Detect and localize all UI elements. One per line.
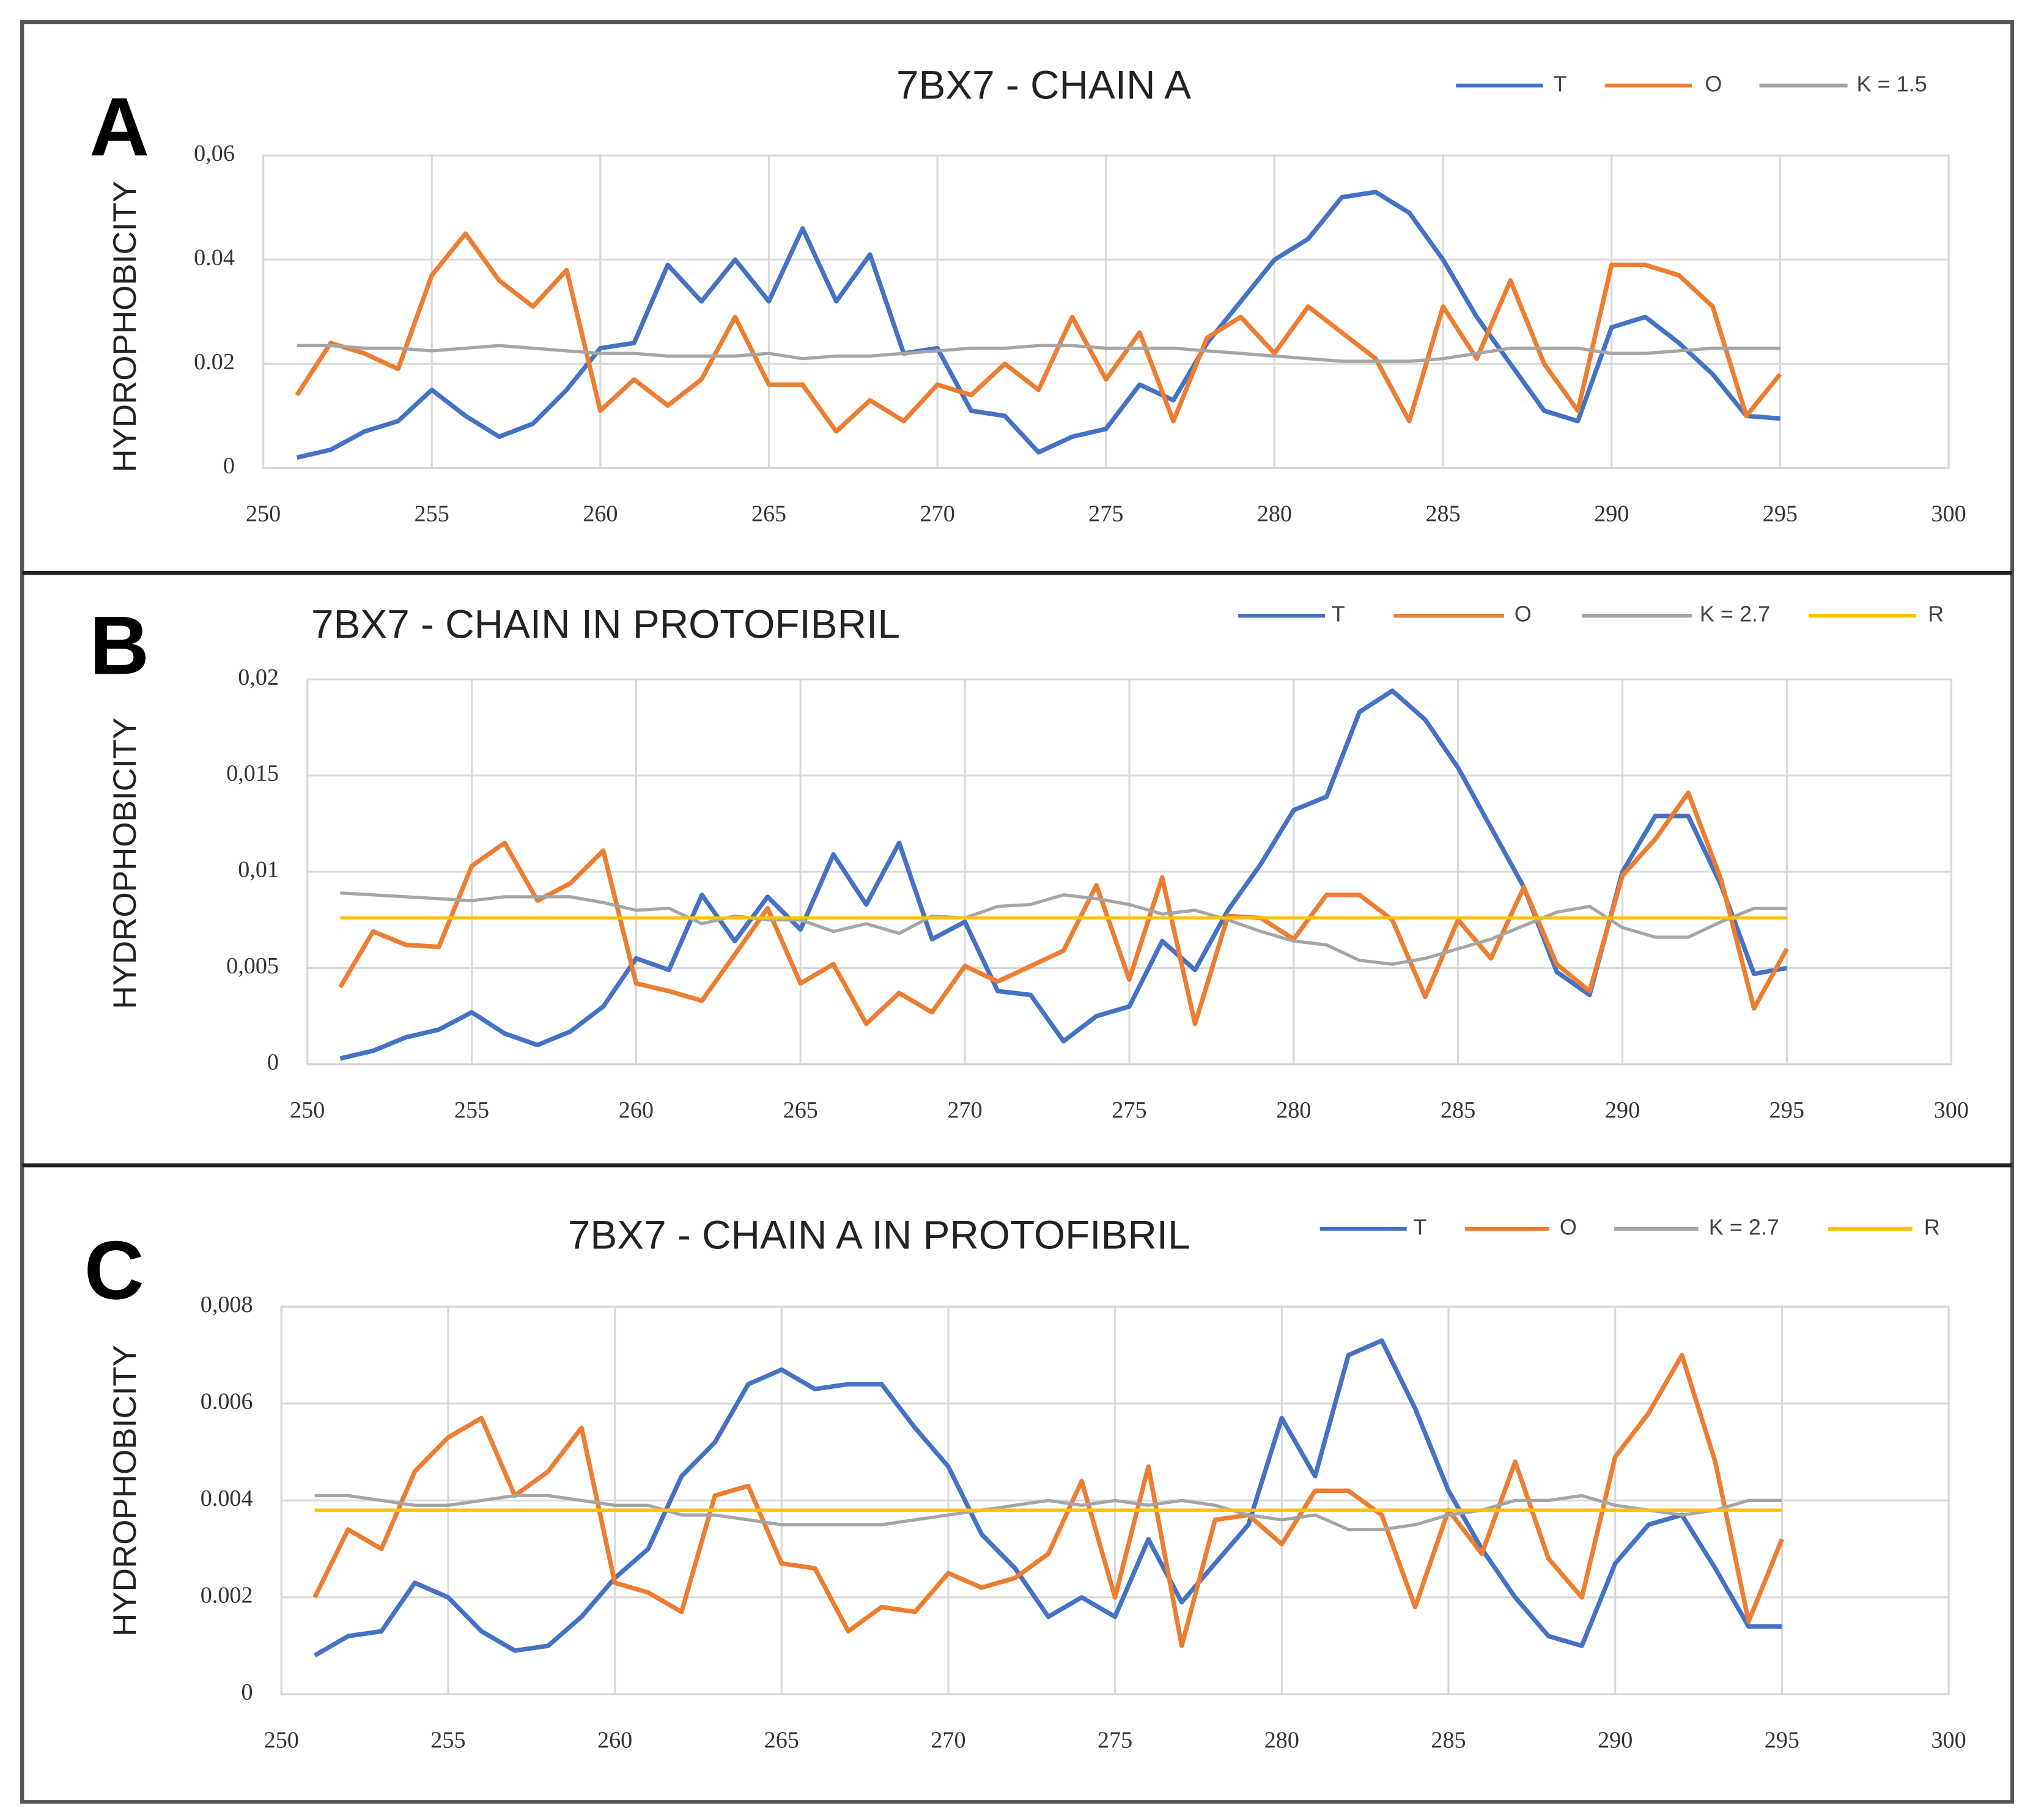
x-tick-label: 275 xyxy=(1098,1728,1132,1753)
x-tick-label: 300 xyxy=(1931,1728,1966,1753)
x-tick-label: 290 xyxy=(1598,1728,1633,1753)
y-tick-label: 0,01 xyxy=(238,857,279,883)
y-tick-label: 0,008 xyxy=(201,1292,253,1317)
chart-title: 7BX7 - CHAIN A xyxy=(896,62,1191,108)
y-tick-label: 0,06 xyxy=(194,141,235,166)
x-tick-label: 290 xyxy=(1594,501,1629,527)
legend-label: T xyxy=(1553,71,1566,96)
y-tick-label: 0,02 xyxy=(238,665,279,690)
x-tick-label: 280 xyxy=(1257,501,1292,527)
x-tick-label: 275 xyxy=(1112,1097,1146,1123)
y-tick-label: 0 xyxy=(242,1679,253,1705)
series-line xyxy=(338,790,1789,1026)
x-tick-label: 260 xyxy=(583,501,618,527)
y-tick-label: 0,005 xyxy=(226,953,279,979)
series-line xyxy=(313,1338,1782,1658)
x-tick-label: 255 xyxy=(415,501,449,527)
y-tick-label: 0.02 xyxy=(194,349,235,375)
x-tick-label: 285 xyxy=(1431,1728,1466,1753)
x-tick-label: 290 xyxy=(1605,1097,1640,1123)
x-tick-label: 295 xyxy=(1769,1097,1804,1123)
legend-label: R xyxy=(1924,1215,1940,1240)
x-tick-label: 295 xyxy=(1765,1728,1799,1753)
series-line xyxy=(314,1494,1782,1531)
legend-label: O xyxy=(1560,1215,1577,1240)
x-tick-label: 300 xyxy=(1934,1097,1969,1123)
legend-label: T xyxy=(1413,1215,1426,1240)
legend-label: O xyxy=(1515,602,1532,627)
y-tick-label: 0 xyxy=(223,453,235,479)
y-axis-label: HYDROPHOBICITY xyxy=(107,181,143,473)
x-tick-label: 265 xyxy=(783,1097,818,1123)
legend-label: T xyxy=(1332,602,1345,627)
x-tick-label: 255 xyxy=(430,1728,465,1753)
y-tick-label: 0 xyxy=(267,1050,279,1075)
x-tick-label: 280 xyxy=(1264,1728,1299,1753)
x-tick-label: 295 xyxy=(1763,501,1798,527)
panel-letter: B xyxy=(89,599,149,691)
x-tick-label: 300 xyxy=(1931,501,1966,527)
x-tick-label: 285 xyxy=(1441,1097,1475,1123)
x-tick-label: 275 xyxy=(1088,501,1123,527)
x-tick-label: 265 xyxy=(764,1728,799,1753)
chart-title: 7BX7 - CHAIN IN PROTOFIBRIL xyxy=(311,602,900,647)
legend-label: K = 2.7 xyxy=(1709,1215,1779,1240)
y-tick-label: 0.002 xyxy=(201,1583,253,1608)
series-line xyxy=(312,1352,1784,1648)
x-tick-label: 280 xyxy=(1276,1097,1311,1123)
figure-border xyxy=(20,20,2015,1804)
panel-letter: C xyxy=(84,1223,144,1316)
x-tick-label: 250 xyxy=(264,1728,299,1753)
series-line xyxy=(296,190,1780,460)
legend-label: R xyxy=(1928,602,1944,627)
y-tick-label: 0,015 xyxy=(226,761,279,786)
x-tick-label: 260 xyxy=(619,1097,654,1123)
x-tick-label: 255 xyxy=(454,1097,489,1123)
legend-label: K = 1.5 xyxy=(1857,71,1927,96)
x-tick-label: 250 xyxy=(246,501,281,527)
y-tick-label: 0.004 xyxy=(201,1486,253,1511)
x-tick-label: 270 xyxy=(920,501,955,527)
y-axis-label: HYDROPHOBICITY xyxy=(107,718,143,1009)
x-tick-label: 250 xyxy=(290,1097,325,1123)
panel-letter: A xyxy=(89,80,149,173)
y-tick-label: 0.04 xyxy=(194,245,235,271)
x-tick-label: 270 xyxy=(947,1097,982,1123)
chart-title: 7BX7 - CHAIN A IN PROTOFIBRIL xyxy=(568,1212,1190,1257)
y-axis-label: HYDROPHOBICITY xyxy=(107,1345,143,1637)
legend-label: O xyxy=(1705,71,1722,96)
x-tick-label: 285 xyxy=(1425,501,1460,527)
series-line xyxy=(295,231,1782,434)
legend-label: K = 2.7 xyxy=(1700,602,1770,627)
y-tick-label: 0.006 xyxy=(201,1389,253,1415)
series-line xyxy=(297,344,1780,363)
x-tick-label: 270 xyxy=(931,1728,965,1753)
x-tick-label: 265 xyxy=(751,501,786,527)
x-tick-label: 260 xyxy=(597,1728,632,1753)
